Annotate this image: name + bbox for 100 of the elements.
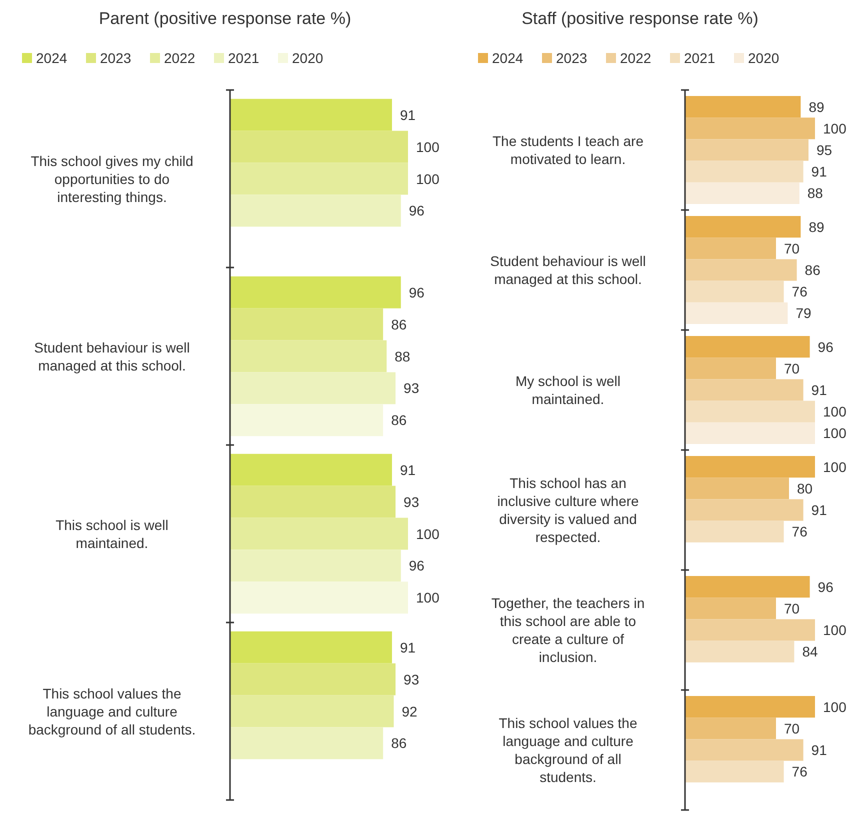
legend-label: 2021 — [684, 50, 716, 66]
bar — [685, 280, 784, 302]
data-label: 100 — [823, 698, 847, 715]
legend-label: 2024 — [36, 50, 68, 66]
data-label: 70 — [784, 600, 800, 616]
bar — [685, 520, 784, 542]
data-label: 84 — [802, 644, 818, 660]
bar — [685, 358, 776, 380]
bar — [685, 739, 804, 761]
data-label: 100 — [416, 170, 440, 187]
bar — [685, 478, 789, 500]
bar — [685, 598, 776, 620]
bar — [230, 194, 401, 227]
bar — [685, 760, 784, 782]
data-label: 93 — [404, 494, 420, 510]
data-label: 91 — [400, 462, 416, 478]
bar — [685, 160, 804, 182]
data-label: 100 — [823, 425, 847, 442]
data-label: 96 — [818, 338, 834, 355]
data-label: 100 — [823, 404, 847, 420]
bar — [230, 663, 396, 696]
bar — [685, 718, 776, 740]
data-label: 80 — [797, 480, 813, 496]
bar — [230, 550, 401, 582]
bar — [230, 276, 401, 308]
data-label: 86 — [804, 262, 821, 278]
data-label: 100 — [823, 458, 847, 475]
legend-label: 2022 — [164, 50, 196, 66]
bar — [685, 259, 797, 281]
data-label: 88 — [807, 185, 824, 202]
legend-label: 2024 — [492, 50, 524, 66]
bar — [685, 96, 801, 118]
legend-label: 2021 — [228, 50, 260, 66]
data-label: 79 — [796, 305, 812, 322]
bar — [230, 98, 392, 131]
y-tick-label: Student behaviour is well managed at this school. — [490, 253, 646, 287]
bar — [230, 404, 384, 436]
data-label: 91 — [811, 164, 828, 180]
data-label: 91 — [811, 502, 828, 518]
bar — [685, 238, 776, 260]
bar — [685, 118, 815, 140]
bar — [230, 130, 408, 163]
bar — [230, 518, 408, 550]
data-label: 92 — [402, 703, 418, 720]
data-label: 100 — [823, 622, 847, 638]
data-label: 88 — [394, 348, 410, 364]
data-label: 96 — [408, 558, 425, 574]
bar — [230, 631, 392, 664]
data-label: 95 — [816, 142, 832, 158]
chart-title: Parent (positive response rate %) — [98, 9, 352, 28]
data-label: 76 — [792, 284, 808, 300]
bar — [685, 139, 808, 161]
bar — [230, 454, 392, 486]
data-label: 91 — [400, 106, 416, 123]
data-label: 100 — [416, 138, 440, 155]
bar — [685, 422, 815, 444]
bar — [685, 640, 794, 662]
data-label: 100 — [416, 590, 440, 606]
data-label: 93 — [404, 671, 420, 688]
bar — [230, 582, 408, 614]
y-tick-label: This school gives my child opportunities to do interesting things. — [30, 152, 194, 205]
data-label: 89 — [808, 98, 824, 115]
chart-title: Staff (positive response rate %) — [522, 9, 758, 28]
y-tick-label: This school values the language and culture background of all students. — [28, 685, 196, 738]
data-label: 86 — [391, 412, 407, 428]
bar — [685, 456, 815, 478]
y-tick-label: Together, the teachers in this school are able to create a culture of inclusion. — [491, 595, 645, 665]
bar — [685, 302, 788, 324]
data-label: 70 — [784, 360, 800, 376]
data-label: 96 — [818, 578, 834, 595]
data-label: 91 — [811, 382, 828, 398]
data-label: 76 — [792, 524, 808, 540]
data-label: 89 — [808, 218, 824, 235]
bar — [685, 696, 815, 718]
bar — [685, 400, 815, 422]
legend-label: 2022 — [620, 50, 652, 66]
legend-label: 2020 — [748, 50, 780, 66]
y-tick-label: This school has an inclusive culture where diversity is valued and respected. — [497, 475, 640, 545]
y-tick-label: My school is well maintained. — [515, 373, 621, 407]
data-label: 96 — [408, 202, 425, 219]
data-label: 86 — [391, 316, 407, 332]
data-label: 91 — [811, 742, 828, 758]
bar — [685, 576, 810, 598]
bar — [685, 499, 804, 521]
legend-label: 2023 — [100, 50, 132, 66]
data-label: 100 — [823, 120, 847, 136]
bar — [230, 486, 396, 518]
legend-label: 2020 — [292, 50, 324, 66]
bar — [685, 182, 800, 204]
data-label: 70 — [784, 240, 800, 256]
bar — [685, 619, 815, 641]
y-tick-label: This school is well maintained. — [56, 516, 168, 551]
bar — [685, 216, 801, 238]
data-label: 100 — [416, 526, 440, 542]
data-label: 86 — [391, 735, 407, 752]
bar — [230, 340, 387, 372]
data-label: 96 — [408, 284, 425, 300]
bar — [230, 727, 384, 760]
data-label: 70 — [784, 720, 800, 736]
y-tick-label: Student behaviour is well managed at this school. — [34, 339, 190, 374]
